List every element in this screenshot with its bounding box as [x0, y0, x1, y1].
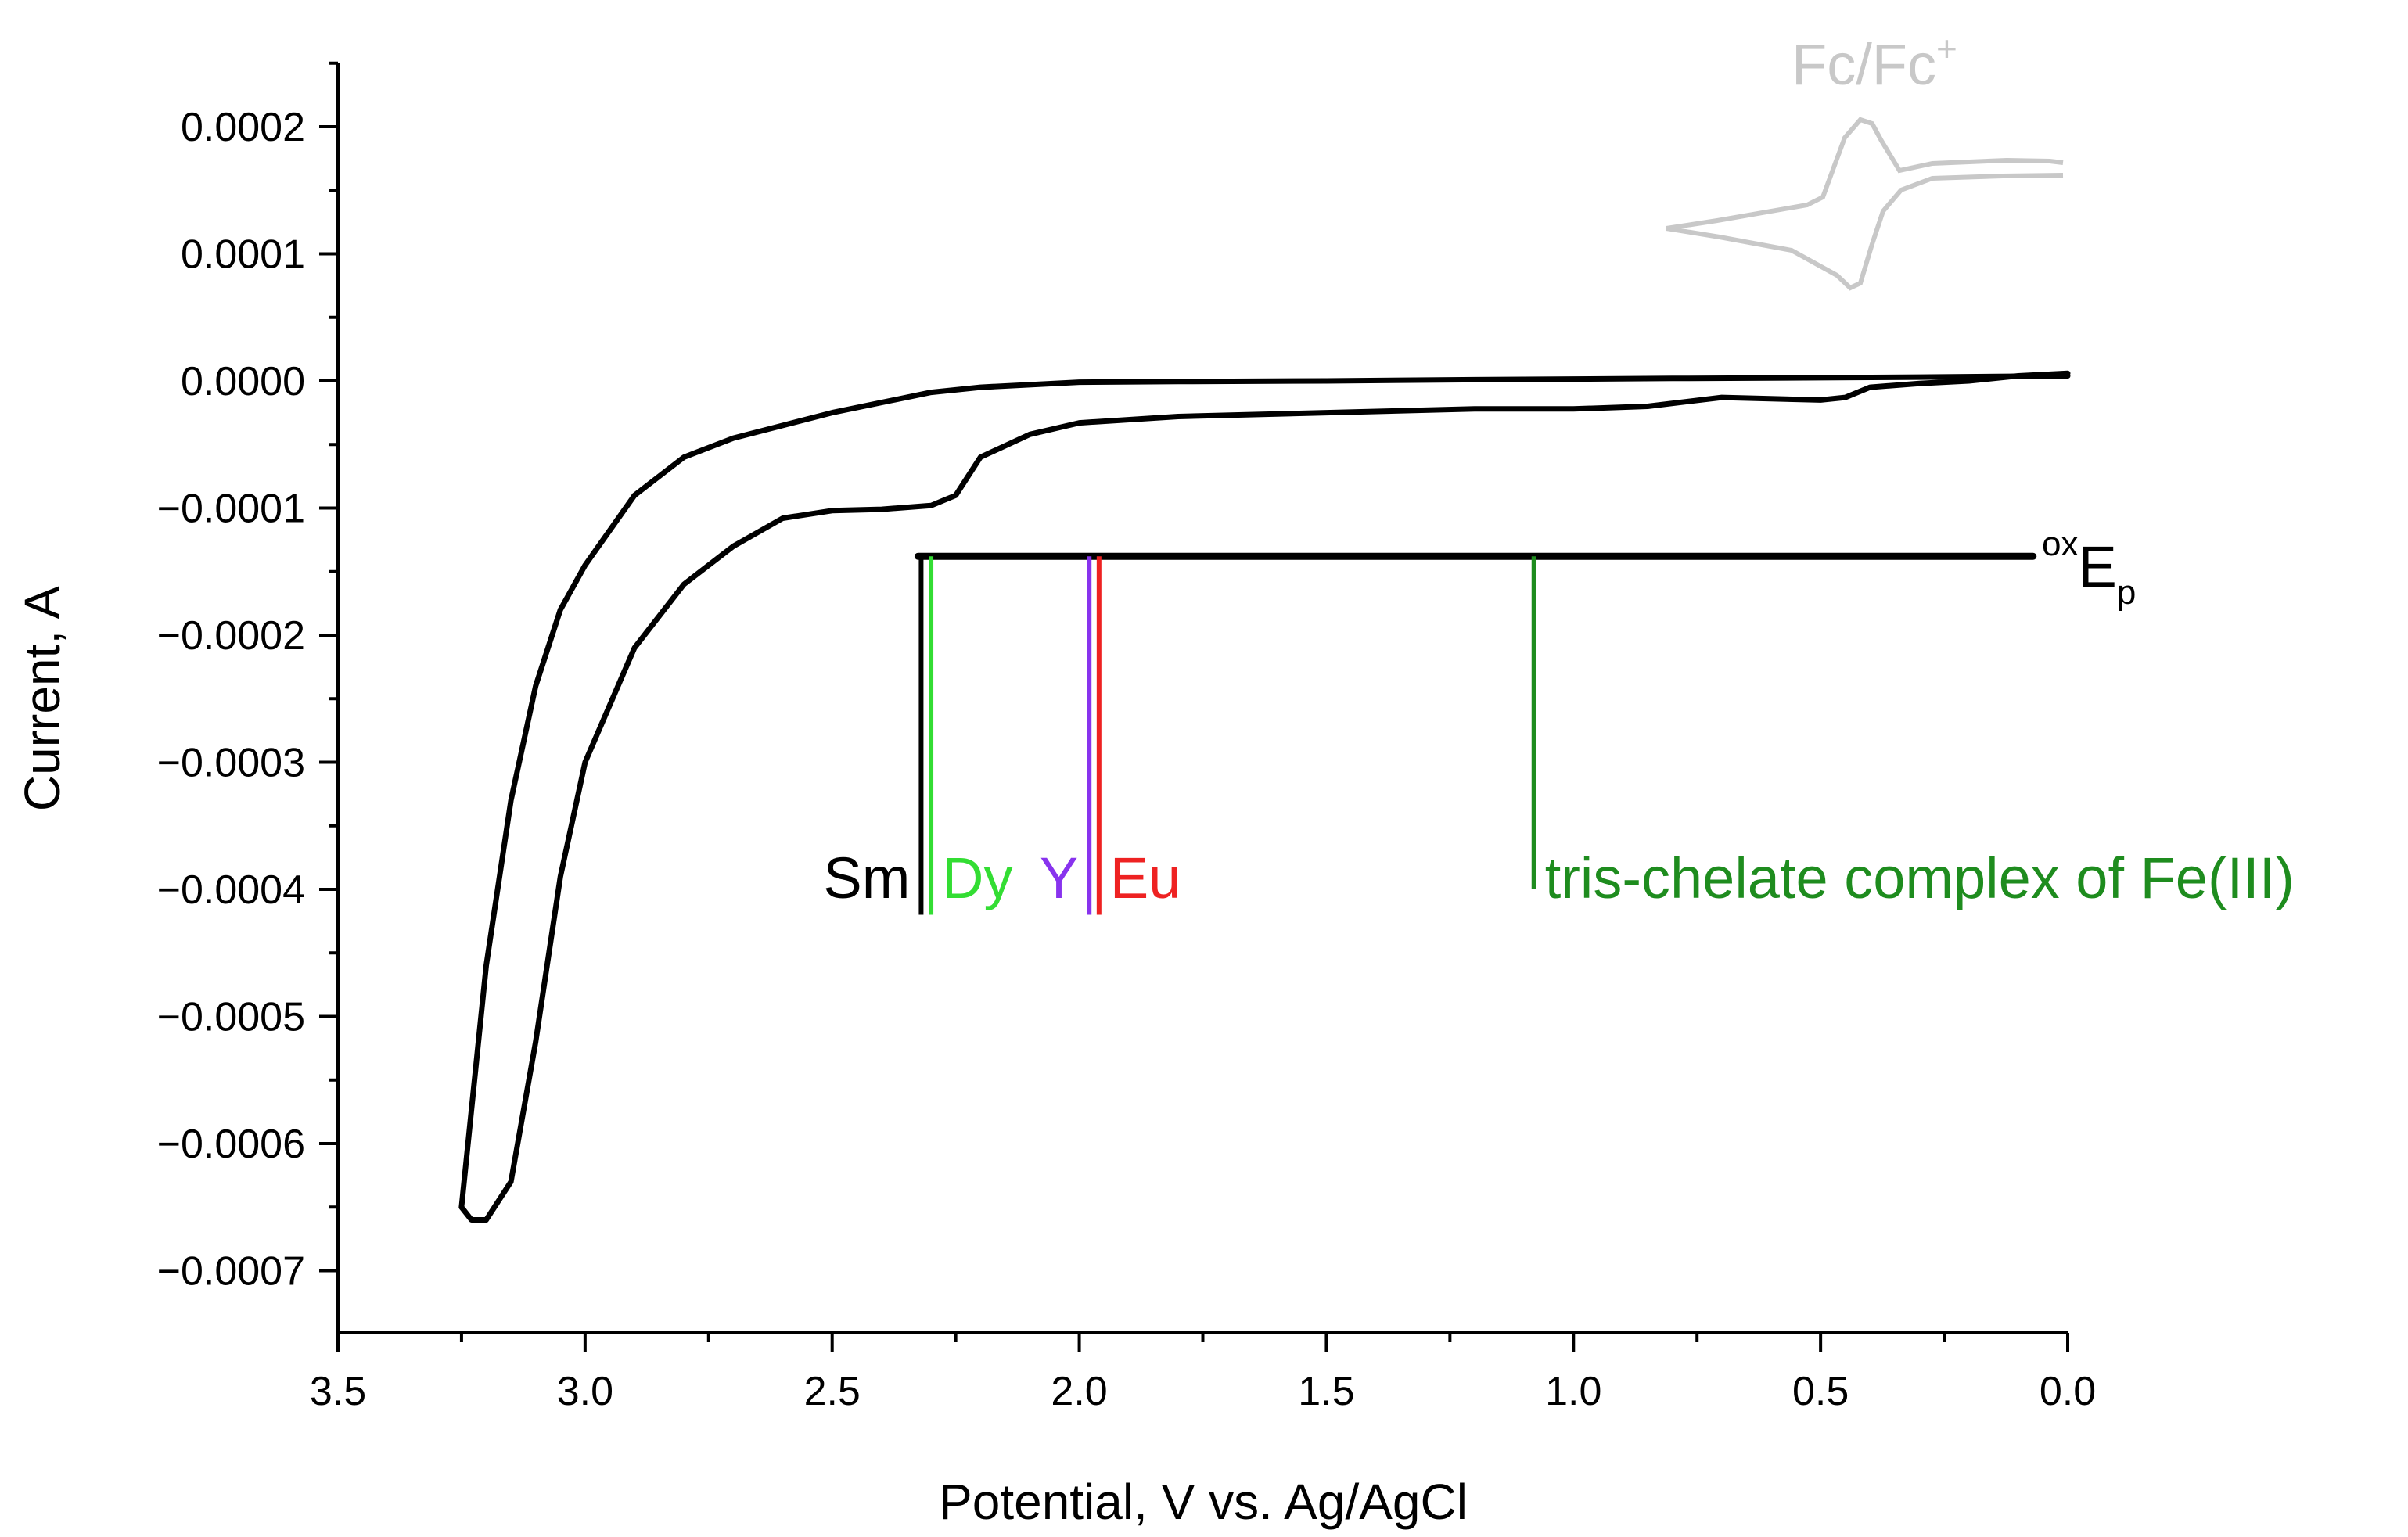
ticks [319, 61, 2069, 1352]
marker-label: Dy [942, 846, 1012, 910]
x-tick-label: 0.5 [1792, 1369, 1849, 1414]
cv-trace-2 [458, 370, 2071, 1223]
x-tick-label: 1.5 [1298, 1369, 1354, 1414]
oxep-label-main: E [2078, 534, 2116, 599]
y-tick-label: −0.0002 [157, 613, 305, 659]
x-tick-label: 0.0 [2040, 1369, 2096, 1414]
x-tick-label: 1.0 [1545, 1369, 1601, 1414]
y-tick-label: 0.0002 [181, 105, 305, 150]
y-tick-label: −0.0005 [157, 995, 305, 1040]
x-tick-label: 3.5 [310, 1369, 366, 1414]
x-tick-label: 2.5 [804, 1369, 861, 1414]
marker-label: tris-chelate complex of Fe(III) [1545, 846, 2295, 910]
cv-trace-1 [458, 373, 2071, 1210]
y-tick-label: −0.0006 [157, 1122, 305, 1167]
marker-lines: Sm Dy Y Eu tris-chelate complex of Fe(III) [823, 556, 2295, 915]
marker-label: Y [1040, 846, 1078, 910]
y-tick-label: −0.0004 [157, 867, 305, 913]
fc-inset-label-sup: + [1936, 28, 1957, 69]
y-tick-label: −0.0001 [157, 487, 305, 532]
oxep-label-sup: ox [2042, 525, 2078, 563]
fc-inset-label: Fc/Fc+ [1792, 28, 1957, 97]
fc-inset-curve [1666, 117, 2064, 291]
y-tick-label: −0.0003 [157, 741, 305, 786]
x-tick-label: 3.0 [557, 1369, 613, 1414]
y-tick-label: 0.0000 [181, 359, 305, 404]
series [458, 370, 2071, 1223]
y-tick-label: −0.0007 [157, 1249, 305, 1295]
fc-inset-label-main: Fc/Fc [1792, 32, 1936, 97]
fc-inset: Fc/Fc+ [1666, 28, 2064, 291]
x-tick-label: 2.0 [1051, 1369, 1107, 1414]
tick-labels: 3.5 3.0 2.5 2.0 1.5 1.0 0.5 0.0 0.0002 0.0001 0.00… [157, 105, 2097, 1414]
marker-label: Sm [823, 846, 910, 910]
y-axis-title: Current, A [14, 586, 70, 811]
oxep-label: oxEp [2042, 525, 2136, 612]
x-axis-title: Potential, V vs. Ag/AgCl [939, 1474, 1468, 1530]
marker-label: Eu [1110, 846, 1181, 910]
oxep-label-sub: p [2117, 573, 2136, 612]
y-tick-label: 0.0001 [181, 232, 305, 278]
